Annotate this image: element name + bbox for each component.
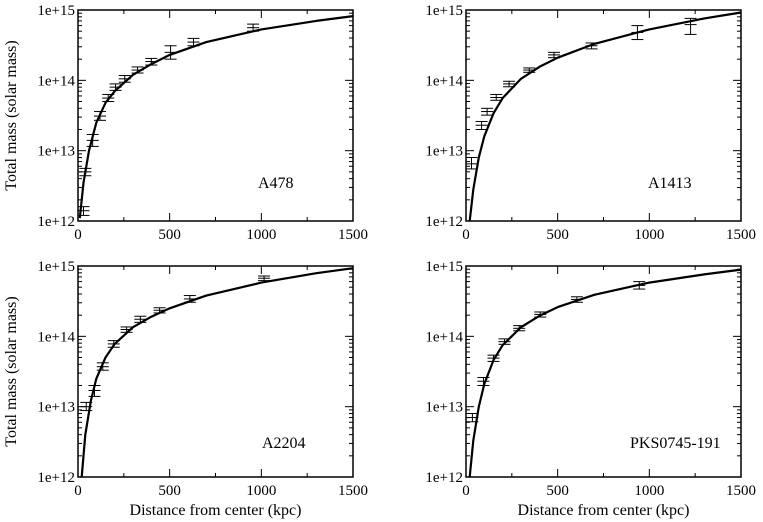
data-point bbox=[631, 25, 644, 41]
data-point bbox=[118, 75, 131, 83]
y-tick-label: 1e+14 bbox=[425, 329, 463, 345]
data-point bbox=[477, 376, 490, 386]
data-point bbox=[513, 325, 526, 332]
x-tick-label: 0 bbox=[462, 227, 470, 243]
y-tick-label: 1e+14 bbox=[37, 329, 75, 345]
data-point bbox=[481, 107, 494, 116]
y-tick-label: 1e+12 bbox=[425, 214, 463, 230]
fit-curve bbox=[78, 15, 354, 219]
data-point bbox=[534, 311, 547, 318]
data-point bbox=[633, 281, 646, 290]
x-tick-label: 1500 bbox=[338, 483, 368, 499]
data-point bbox=[145, 57, 158, 66]
x-axis-title: Distance from center (kpc) bbox=[130, 502, 302, 519]
x-tick-label: 1000 bbox=[634, 483, 664, 499]
data-point bbox=[523, 67, 536, 73]
fit-curve bbox=[468, 11, 742, 222]
data-point bbox=[487, 354, 500, 362]
x-tick-label: 1000 bbox=[246, 227, 276, 243]
x-tick-label: 1500 bbox=[726, 483, 756, 499]
data-point bbox=[570, 296, 583, 303]
panel-2: 0 500 1000 1500 1e+12 1e+13 1e+14 1e+15 A1413 bbox=[425, 3, 756, 243]
panel-label: A1413 bbox=[648, 175, 692, 192]
x-axis-title: Distance from center (kpc) bbox=[518, 502, 690, 519]
y-tick-label: 1e+15 bbox=[37, 3, 75, 19]
data-point bbox=[187, 37, 200, 47]
y-tick-label: 1e+13 bbox=[425, 400, 463, 416]
y-tick-label: 1e+15 bbox=[37, 259, 75, 275]
x-tick-label: 500 bbox=[158, 227, 181, 243]
y-tick-label: 1e+13 bbox=[37, 400, 75, 416]
y-tick-label: 1e+13 bbox=[37, 144, 75, 160]
data-point bbox=[475, 120, 488, 130]
data-point bbox=[498, 338, 511, 345]
data-point bbox=[94, 111, 106, 121]
panel-3: 0 500 1000 1500 1e+12 1e+13 1e+14 1e+15 A2204 Tot… bbox=[3, 259, 368, 519]
data-point bbox=[548, 51, 560, 59]
x-tick-label: 1500 bbox=[338, 227, 368, 243]
y-tick-label: 1e+14 bbox=[425, 73, 463, 89]
data-point bbox=[466, 412, 479, 423]
data-point bbox=[79, 167, 92, 177]
x-tick-label: 500 bbox=[546, 227, 569, 243]
data-point bbox=[684, 17, 697, 35]
panel-label: A478 bbox=[258, 175, 294, 192]
data-point bbox=[96, 362, 109, 371]
x-tick-label: 0 bbox=[74, 227, 82, 243]
panel-1: 0 500 1000 1500 1e+12 1e+13 1e+14 1e+15 A478 Tota… bbox=[3, 3, 368, 243]
x-tick-label: 1000 bbox=[246, 483, 276, 499]
data-point bbox=[102, 93, 115, 103]
data-point bbox=[80, 401, 93, 412]
panel-label: A2204 bbox=[262, 435, 306, 452]
fit-curve bbox=[80, 267, 354, 478]
x-tick-label: 0 bbox=[462, 483, 470, 499]
x-tick-label: 0 bbox=[74, 483, 82, 499]
x-tick-label: 500 bbox=[158, 483, 181, 499]
y-tick-label: 1e+12 bbox=[37, 470, 75, 486]
plot-frame bbox=[77, 9, 354, 222]
y-tick-label: 1e+15 bbox=[425, 3, 463, 19]
plot-frame bbox=[77, 265, 354, 478]
y-tick-label: 1e+14 bbox=[37, 73, 75, 89]
data-point bbox=[120, 326, 133, 333]
data-point bbox=[164, 45, 177, 60]
x-tick-label: 500 bbox=[546, 483, 569, 499]
data-point bbox=[77, 206, 90, 216]
data-point bbox=[258, 275, 271, 282]
x-tick-label: 1500 bbox=[726, 227, 756, 243]
data-point bbox=[131, 66, 144, 74]
data-point bbox=[490, 93, 503, 101]
x-tick-label: 1000 bbox=[634, 227, 664, 243]
y-tick-label: 1e+15 bbox=[425, 259, 463, 275]
y-axis-title: Total mass (solar mass) bbox=[3, 40, 20, 190]
data-point bbox=[86, 133, 99, 147]
data-point bbox=[134, 315, 147, 323]
data-point bbox=[183, 295, 196, 303]
data-point bbox=[503, 80, 516, 88]
y-tick-label: 1e+13 bbox=[425, 144, 463, 160]
panel-4: 0 500 1000 1500 1e+12 1e+13 1e+14 1e+15 PKS0745-… bbox=[425, 259, 756, 519]
data-point bbox=[88, 384, 101, 397]
panel-label: PKS0745-191 bbox=[630, 435, 721, 452]
y-axis-title: Total mass (solar mass) bbox=[3, 296, 20, 446]
data-point bbox=[109, 83, 122, 91]
y-tick-label: 1e+12 bbox=[37, 214, 75, 230]
y-tick-label: 1e+12 bbox=[425, 470, 463, 486]
data-point bbox=[247, 23, 260, 32]
data-point bbox=[465, 156, 478, 170]
data-point bbox=[585, 42, 598, 50]
data-point bbox=[153, 307, 166, 314]
data-point bbox=[107, 340, 120, 348]
fit-curve bbox=[468, 268, 742, 478]
